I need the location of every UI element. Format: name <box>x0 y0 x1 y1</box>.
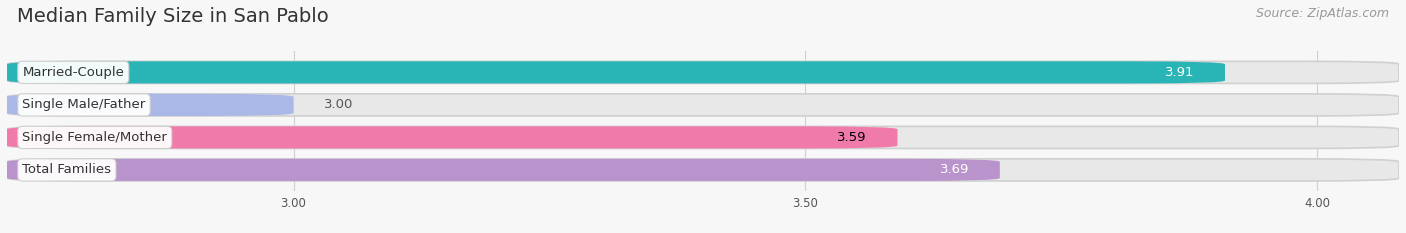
Text: Source: ZipAtlas.com: Source: ZipAtlas.com <box>1256 7 1389 20</box>
Text: Married-Couple: Married-Couple <box>22 66 124 79</box>
FancyBboxPatch shape <box>7 126 1399 148</box>
Text: Single Female/Mother: Single Female/Mother <box>22 131 167 144</box>
FancyBboxPatch shape <box>7 94 1399 116</box>
FancyBboxPatch shape <box>7 61 1399 83</box>
Text: 3.91: 3.91 <box>1164 66 1194 79</box>
Text: Single Male/Father: Single Male/Father <box>22 98 146 111</box>
Text: 3.00: 3.00 <box>325 98 354 111</box>
FancyBboxPatch shape <box>7 61 1225 83</box>
FancyBboxPatch shape <box>7 94 294 116</box>
FancyBboxPatch shape <box>7 159 1000 181</box>
Text: Total Families: Total Families <box>22 163 111 176</box>
Text: 3.59: 3.59 <box>837 131 866 144</box>
Text: 3.69: 3.69 <box>939 163 969 176</box>
Text: Median Family Size in San Pablo: Median Family Size in San Pablo <box>17 7 329 26</box>
FancyBboxPatch shape <box>7 159 1399 181</box>
FancyBboxPatch shape <box>7 126 897 148</box>
